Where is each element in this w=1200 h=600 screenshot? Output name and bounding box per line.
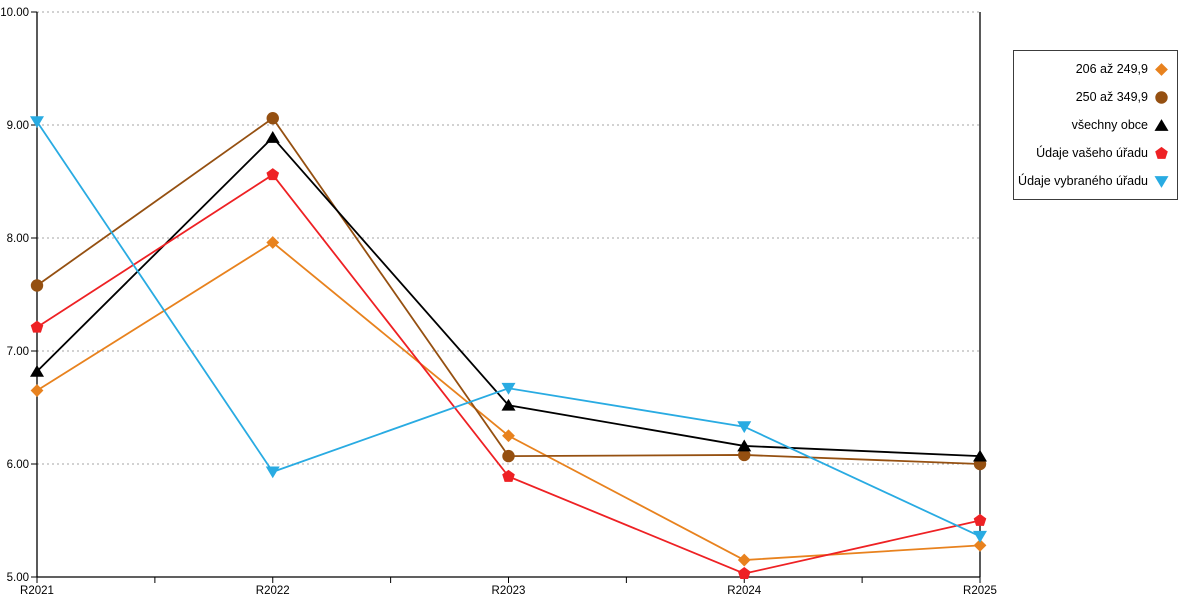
triangle-down-marker-icon — [501, 382, 516, 395]
series-line-1 — [36, 116, 981, 465]
x-tick-label: R2022 — [256, 585, 290, 597]
x-tick-label: R2024 — [727, 585, 761, 597]
series-line-3 — [36, 173, 981, 575]
triangle-up-marker-icon — [1154, 118, 1169, 131]
triangle-up-marker-icon — [265, 131, 280, 143]
diamond-marker-icon — [1155, 62, 1168, 76]
triangle-up-marker-icon — [30, 364, 44, 377]
triangle-down-marker-icon — [973, 530, 987, 543]
triangle-up-marker-icon — [737, 439, 752, 452]
y-tick-label: 6.00 — [7, 459, 29, 471]
circle-marker-icon — [30, 279, 44, 292]
triangle-down-marker-icon — [265, 466, 280, 479]
pentagon-marker-icon — [973, 513, 987, 526]
y-tick-label: 9.00 — [7, 120, 29, 132]
pentagon-marker-icon — [266, 168, 280, 181]
diamond-marker-icon — [973, 538, 987, 552]
triangle-down-marker-icon — [737, 421, 752, 434]
triangle-down-marker-icon — [1154, 175, 1169, 188]
triangle-up-marker-icon — [501, 398, 516, 411]
legend-item-label: Údaje vybraného úřadu — [1018, 173, 1148, 188]
legend-item: Údaje vybraného úřadu — [1018, 174, 1169, 189]
legend-item-label: 250 až 349,9 — [1075, 89, 1148, 104]
diamond-marker-icon — [502, 429, 515, 443]
legend-triangle-down-icon — [1154, 175, 1169, 188]
y-tick-label: 10.00 — [0, 7, 29, 19]
circle-marker-icon — [738, 448, 751, 462]
legend-item: 206 až 249,9 — [1022, 62, 1169, 77]
pentagon-marker-icon — [737, 567, 751, 580]
triangle-down-marker-icon — [30, 116, 44, 129]
legend-item-label: všechny obce — [1071, 117, 1148, 132]
legend-diamond-icon — [1155, 62, 1168, 76]
x-tick-label: R2023 — [492, 585, 526, 597]
circle-marker-icon — [502, 449, 515, 463]
diamond-marker-icon — [266, 236, 280, 249]
triangle-up-marker-icon — [973, 449, 987, 462]
legend-triangle-up-icon — [1154, 118, 1169, 131]
y-tick-label: 5.00 — [7, 572, 29, 584]
chart-legend: 206 až 249,9 250 až 349,9 všechny obce Údaj… — [1013, 50, 1178, 200]
y-tick-label: 7.00 — [7, 346, 29, 358]
legend-item: Údaje vašeho úřadu — [1022, 146, 1169, 161]
circle-marker-icon — [266, 112, 279, 125]
legend-pentagon-icon — [1155, 146, 1168, 159]
pentagon-marker-icon — [30, 320, 44, 333]
pentagon-marker-icon — [1155, 146, 1168, 159]
circle-marker-icon — [1155, 90, 1168, 104]
diamond-marker-icon — [30, 384, 44, 397]
x-tick-label: R2021 — [20, 585, 54, 597]
diamond-marker-icon — [737, 553, 751, 567]
x-tick-label: R2025 — [963, 585, 997, 597]
legend-item-label: Údaje vašeho úřadu — [1036, 145, 1148, 160]
y-tick-label: 8.00 — [7, 233, 29, 245]
legend-item: 250 až 349,9 — [1022, 90, 1169, 105]
pentagon-marker-icon — [502, 469, 515, 482]
legend-item: všechny obce — [1022, 118, 1169, 133]
legend-circle-icon — [1155, 90, 1168, 104]
legend-item-label: 206 až 249,9 — [1075, 61, 1148, 76]
